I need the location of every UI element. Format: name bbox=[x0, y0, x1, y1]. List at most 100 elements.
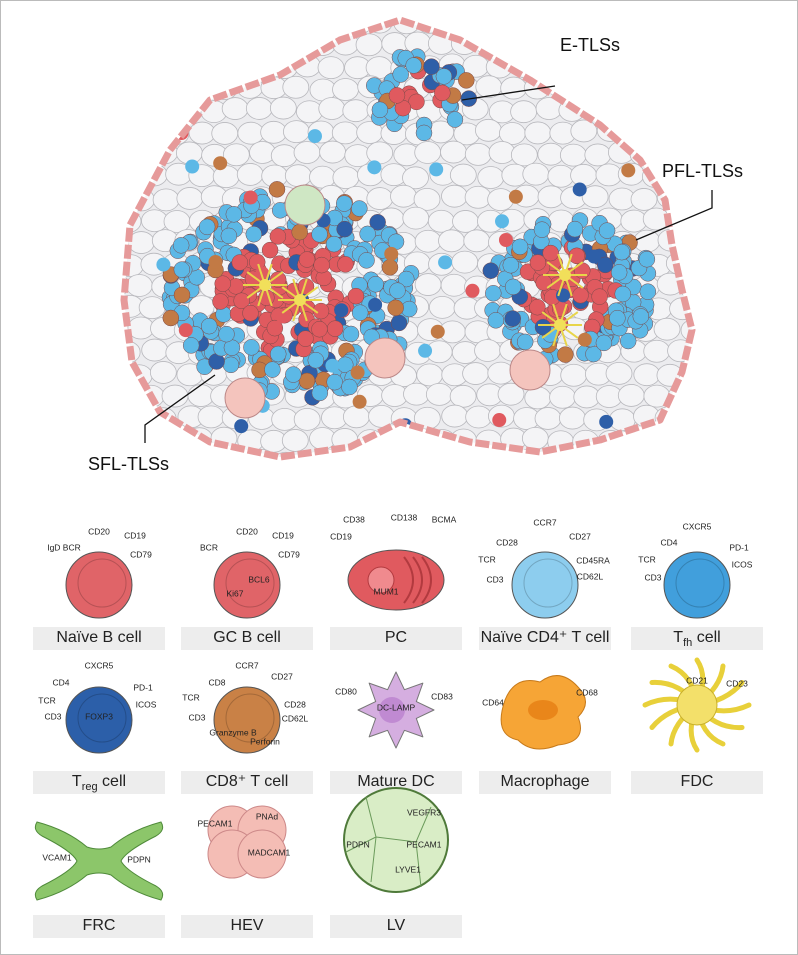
stromal-cell bbox=[441, 184, 468, 208]
immune-cell bbox=[610, 264, 628, 281]
immune-cell bbox=[285, 366, 302, 383]
marker-label: Ki67 bbox=[226, 588, 243, 598]
cell-name-sub: reg bbox=[82, 781, 98, 793]
cell-legend: IgD BCR CD20 CD19 CD79 Naïve B cell BCR CD20 CD… bbox=[33, 512, 763, 938]
immune-cell bbox=[591, 288, 608, 305]
cell-name-base: Mature DC bbox=[357, 773, 434, 790]
stromal-cell bbox=[488, 141, 516, 164]
stromal-cell bbox=[402, 206, 430, 230]
stromal-cell bbox=[584, 143, 612, 167]
cell-panel: CD4 CXCR5 PD-1 TCR ICOS CD3 Tfh cell bbox=[631, 521, 763, 650]
stromal-cell bbox=[149, 361, 177, 384]
stromal-cell bbox=[272, 451, 300, 457]
stromal-cell bbox=[318, 97, 346, 120]
immune-cell bbox=[529, 298, 546, 316]
cell-name: Tfh cell bbox=[673, 629, 720, 649]
immune-cell bbox=[429, 162, 444, 177]
immune-cell bbox=[572, 286, 589, 304]
cell-name-base: PC bbox=[385, 629, 407, 646]
stromal-cell bbox=[413, 187, 441, 211]
marker-label: DC-LAMP bbox=[377, 702, 416, 712]
stromal-cell bbox=[633, 363, 661, 387]
fdc bbox=[259, 279, 271, 291]
nucleus bbox=[528, 700, 558, 720]
stromal-cell bbox=[537, 185, 565, 209]
label-bar bbox=[33, 627, 165, 650]
immune-cell bbox=[599, 414, 614, 429]
stromal-cell bbox=[521, 426, 549, 450]
immune-cell bbox=[368, 297, 383, 312]
cell-name: Macrophage bbox=[501, 773, 590, 790]
immune-cell bbox=[529, 254, 547, 271]
stromal-cell bbox=[187, 384, 215, 407]
marker-label: CD68 bbox=[576, 687, 598, 697]
marker-label: BCR bbox=[200, 542, 218, 552]
stromal-cell bbox=[366, 141, 394, 165]
cell-name: FRC bbox=[83, 917, 116, 934]
marker-label: IgD BCR bbox=[47, 542, 81, 552]
immune-cell bbox=[243, 190, 258, 205]
stromal-cell bbox=[462, 362, 489, 385]
stromal-cell bbox=[534, 407, 562, 430]
immune-cell bbox=[261, 241, 279, 259]
stromal-cell bbox=[141, 338, 169, 362]
immune-cell bbox=[269, 228, 287, 245]
vessel bbox=[509, 349, 551, 391]
stromal-cell bbox=[236, 163, 264, 186]
stromal-cell bbox=[222, 143, 250, 167]
cell-name: GC B cell bbox=[213, 629, 281, 646]
stromal-cell bbox=[451, 250, 479, 274]
immune-cell bbox=[390, 314, 408, 332]
tissue-border bbox=[120, 16, 696, 461]
vessel bbox=[284, 184, 326, 226]
cell-body bbox=[347, 549, 445, 611]
stromal-cell bbox=[605, 361, 633, 385]
immune-cell bbox=[307, 352, 325, 369]
immune-cell bbox=[225, 206, 243, 223]
immune-cell bbox=[438, 255, 453, 270]
immune-cell bbox=[598, 222, 616, 239]
stromal-cell bbox=[141, 209, 168, 233]
stromal-cell bbox=[355, 33, 383, 57]
er bbox=[412, 556, 423, 604]
immune-cell bbox=[504, 310, 521, 327]
cell-name-base: T bbox=[673, 629, 683, 646]
er bbox=[403, 556, 414, 604]
stromal-cell bbox=[643, 339, 671, 363]
label-bar bbox=[330, 627, 462, 650]
stromal-cell bbox=[653, 317, 681, 341]
cell-name: Mature DC bbox=[357, 773, 434, 790]
immune-cell bbox=[312, 302, 330, 320]
immune-cell bbox=[337, 256, 354, 273]
marker-label: TCR bbox=[38, 695, 55, 705]
leader-line bbox=[635, 190, 713, 241]
immune-cell bbox=[198, 218, 216, 236]
fdc bbox=[554, 319, 566, 331]
immune-cell bbox=[533, 221, 551, 238]
label-bar bbox=[181, 771, 313, 794]
cell-name-base: Naïve CD4⁺ T cell bbox=[481, 629, 610, 646]
stromal-cell bbox=[309, 165, 336, 189]
immune-cell bbox=[595, 334, 613, 352]
region-label: SFL-TLSs bbox=[88, 454, 169, 474]
immune-cell bbox=[208, 255, 223, 270]
cell-name-base: GC B cell bbox=[213, 629, 281, 646]
immune-cell bbox=[498, 233, 513, 248]
immune-cell bbox=[341, 378, 358, 396]
immune-cell bbox=[367, 276, 384, 293]
immune-cell bbox=[381, 259, 399, 276]
stromal-cell bbox=[221, 97, 249, 120]
stromal-cell bbox=[332, 166, 360, 190]
cell-body bbox=[65, 551, 133, 619]
immune-cell bbox=[351, 304, 369, 321]
stromal-cell bbox=[282, 120, 310, 144]
marker-label: PECAM1 bbox=[198, 818, 233, 828]
immune-cell bbox=[572, 182, 587, 197]
immune-cell bbox=[619, 332, 637, 350]
stromal-cell bbox=[414, 141, 442, 164]
immune-cell bbox=[298, 372, 316, 390]
nucleus bbox=[379, 697, 405, 723]
immune-cell bbox=[621, 163, 636, 178]
immune-cell bbox=[389, 88, 404, 103]
stromal-cell bbox=[188, 121, 216, 145]
